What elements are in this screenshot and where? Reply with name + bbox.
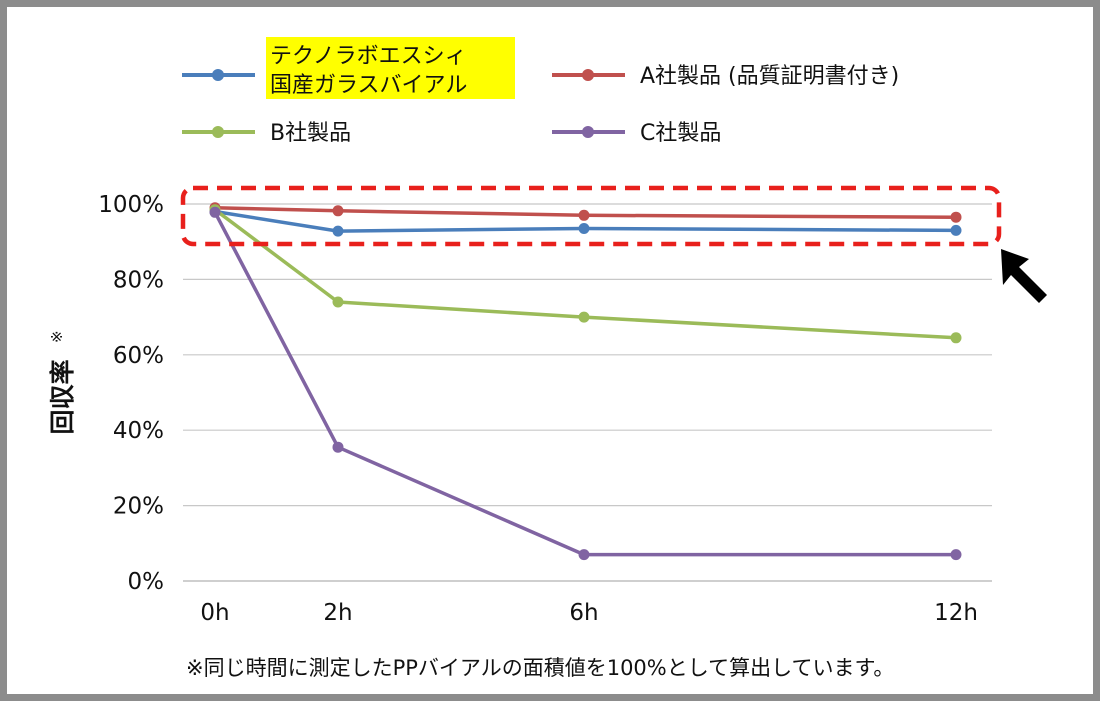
data-point — [950, 211, 962, 223]
legend-item: C社製品 — [552, 121, 721, 146]
series-4 — [209, 206, 962, 561]
series-2 — [209, 202, 962, 223]
x-tick-label: 6h — [569, 600, 598, 626]
x-tick-label: 0h — [200, 600, 229, 626]
series-lines — [209, 202, 962, 561]
legend-highlight — [266, 37, 515, 99]
data-point — [332, 441, 344, 453]
x-tick-label: 12h — [934, 600, 978, 626]
legend-item: B社製品 — [182, 121, 351, 146]
highlight-box — [180, 185, 1002, 247]
legend-marker — [582, 69, 594, 81]
data-point — [950, 549, 962, 561]
x-tick-label: 2h — [323, 600, 352, 626]
y-axis-title: 回収率 — [48, 359, 77, 434]
series-line — [213, 208, 957, 340]
y-tick-label: 40% — [113, 418, 164, 444]
pointer-arrow-icon — [1001, 249, 1047, 303]
y-axis-title-mark: ※ — [48, 330, 66, 343]
data-point — [209, 206, 221, 218]
data-point — [332, 296, 344, 308]
data-point — [950, 332, 962, 344]
legend-label: A社製品 (品質証明書付き) — [640, 64, 899, 89]
series-line — [214, 206, 957, 219]
data-point — [332, 205, 344, 217]
line-chart: 0% 20% 40% 60% 80% 100% 0h 2h 6h 12h テクノラボエスシィ国産ガ… — [48, 37, 1047, 680]
data-point — [332, 225, 344, 237]
legend-label: C社製品 — [640, 121, 721, 146]
legend-label: B社製品 — [270, 121, 351, 146]
footnote: ※同じ時間に測定したPPバイアルの面積値を100%として算出しています。 — [186, 656, 894, 680]
grid-lines — [183, 203, 992, 582]
data-point — [578, 549, 590, 561]
y-tick-label: 20% — [113, 494, 164, 520]
data-point — [578, 209, 590, 221]
series-line — [214, 209, 957, 233]
y-tick-label: 60% — [113, 343, 164, 369]
data-point — [950, 224, 962, 236]
legend-label: テクノラボエスシィ — [270, 44, 467, 69]
legend-marker — [212, 69, 224, 81]
legend-label: 国産ガラスバイアル — [270, 73, 467, 98]
y-tick-label: 80% — [113, 267, 164, 293]
series-line — [213, 211, 956, 557]
y-axis-label: 回収率 ※ — [48, 330, 77, 434]
y-tick-label: 100% — [98, 192, 164, 218]
y-tick-label: 0% — [128, 569, 165, 595]
legend-item: A社製品 (品質証明書付き) — [552, 64, 899, 89]
series-1 — [209, 206, 962, 237]
data-point — [578, 311, 590, 323]
axis-ticks: 0% 20% 40% 60% 80% 100% 0h 2h 6h 12h — [98, 192, 978, 626]
legend-marker — [582, 126, 594, 138]
legend-marker — [212, 126, 224, 138]
data-point — [578, 223, 590, 234]
